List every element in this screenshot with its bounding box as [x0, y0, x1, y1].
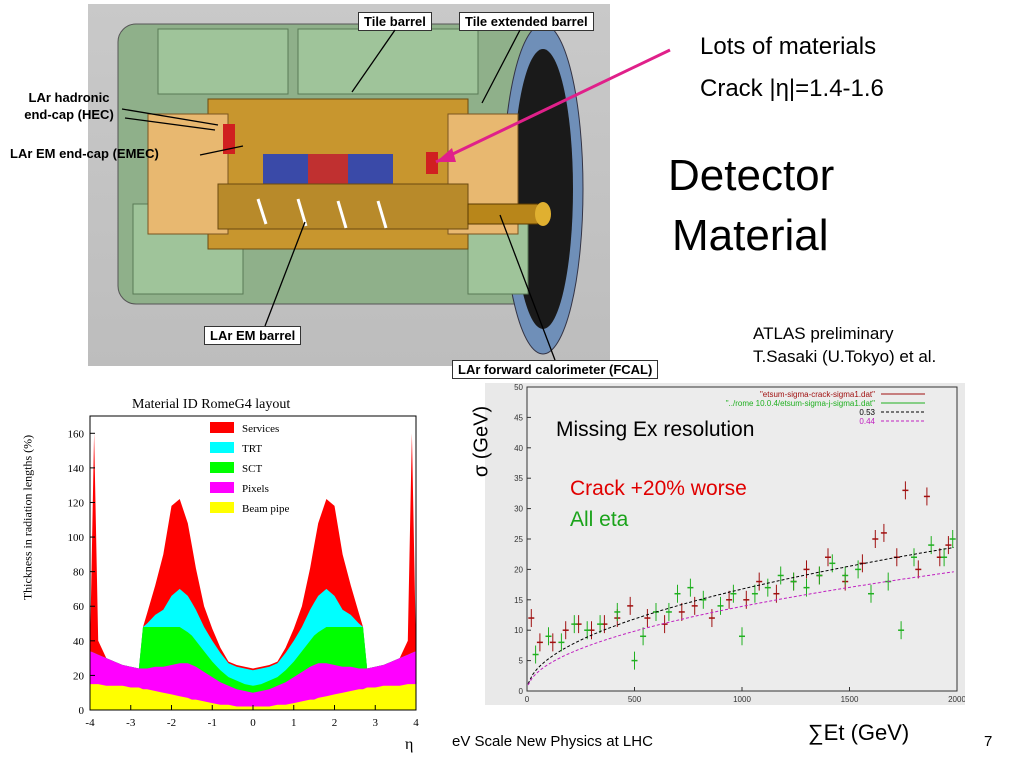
y-tick-label: 40 [514, 444, 523, 453]
annotation-crack: Crack +20% worse [570, 477, 747, 500]
material-chart: 0 20 40 60 80 100 120 140 160 -4 -3 -2 -1 0 1 2 3 4 Servic… [18, 392, 428, 748]
x-tick-label: -4 [85, 717, 95, 729]
annotation-all-eta: All eta [570, 508, 629, 531]
resolution-chart-xlabel: ∑Et (GeV) [808, 720, 910, 745]
y-tick-label: 25 [514, 535, 523, 544]
legend-label: Beam pipe [242, 503, 289, 515]
label-lar-hec-line2: end-cap (HEC) [24, 107, 114, 122]
y-tick-label: 100 [68, 532, 85, 544]
y-tick-label: 60 [73, 601, 85, 613]
resolution-chart-ylabel: σ (GeV) [470, 405, 493, 478]
credit-line1: ATLAS preliminary [753, 324, 894, 343]
fit-curve [527, 571, 954, 686]
top-note-line1: Lots of materials [700, 33, 877, 60]
legend-swatch [210, 422, 234, 433]
area-beam-pipe [90, 684, 416, 710]
legend-label: 0.53 [859, 408, 875, 417]
x-tick-label: -2 [167, 717, 176, 729]
y-tick-label: 50 [514, 383, 523, 392]
y-tick-label: 160 [68, 428, 85, 440]
page-number: 7 [984, 733, 993, 750]
label-lar-em-barrel: LAr EM barrel [204, 326, 302, 345]
legend-label: 0.44 [859, 417, 875, 426]
label-tile-barrel: Tile barrel [358, 12, 432, 31]
legend-swatch [210, 462, 234, 473]
top-note-line2: Crack |η|=1.4-1.6 [700, 75, 884, 102]
x-tick-label: 500 [628, 695, 642, 704]
y-tick-label: 5 [519, 657, 524, 666]
legend-label: "etsum-sigma-crack-sigma1.dat" [760, 390, 875, 399]
y-tick-label: 20 [514, 565, 523, 574]
resolution-chart-title: Missing Ex resolution [556, 418, 755, 441]
x-tick-label: -3 [126, 717, 136, 729]
material-chart-ylabel: Thickness in radiation lengths (%) [20, 434, 35, 601]
footer-text: eV Scale New Physics at LHC [452, 733, 653, 750]
material-chart-xlabel: η [405, 736, 414, 753]
label-lar-hec-line1: LAr hadronic [28, 90, 110, 105]
legend-swatch [210, 442, 234, 453]
slide-title-line1: Detector [668, 151, 835, 200]
y-tick-label: 40 [73, 636, 85, 648]
x-tick-label: 2000 [948, 695, 965, 704]
x-tick-label: 4 [413, 717, 419, 729]
y-tick-label: 140 [68, 463, 85, 475]
detector-illustration [88, 4, 610, 366]
y-tick-label: 120 [68, 497, 85, 509]
material-chart-svg: 0 20 40 60 80 100 120 140 160 -4 -3 -2 -1 0 1 2 3 4 Servic… [68, 415, 419, 729]
material-plot-frame [89, 415, 417, 711]
x-tick-label: -1 [208, 717, 217, 729]
y-tick-label: 10 [514, 626, 523, 635]
material-chart-title: Material ID RomeG4 layout [132, 397, 291, 412]
y-tick-label: 20 [73, 670, 85, 682]
legend-label: Pixels [242, 483, 269, 495]
legend-label: TRT [242, 443, 262, 455]
x-tick-label: 0 [525, 695, 530, 704]
resolution-chart: 0 5 10 15 20 25 30 35 40 45 50 0 500 1000 1500 2000 "ets… [485, 383, 966, 705]
x-tick-label: 1 [291, 717, 297, 729]
detector-cutaway-drawing [117, 23, 584, 355]
legend-swatch [210, 482, 234, 493]
legend-label: Services [242, 423, 279, 435]
x-tick-label: 0 [250, 717, 256, 729]
x-tick-label: 1000 [733, 695, 751, 704]
y-tick-label: 45 [514, 413, 523, 422]
legend-label: "../rome 10.0.4/etsum-sigma-j-sigma1.dat… [726, 399, 875, 408]
y-tick-label: 0 [79, 705, 85, 717]
legend-label: SCT [242, 463, 262, 475]
label-lar-fcal: LAr forward calorimeter (FCAL) [452, 360, 659, 379]
y-tick-label: 35 [514, 474, 523, 483]
slide-title-line2: Material [672, 211, 829, 260]
legend-swatch [210, 502, 234, 513]
y-tick-label: 0 [519, 687, 524, 696]
x-tick-label: 3 [373, 717, 379, 729]
y-tick-label: 30 [514, 505, 523, 514]
fit-curve [527, 546, 954, 685]
label-tile-extended-barrel: Tile extended barrel [459, 12, 594, 31]
label-lar-emec: LAr EM end-cap (EMEC) [10, 146, 159, 161]
x-tick-label: 2 [332, 717, 338, 729]
x-tick-label: 1500 [841, 695, 859, 704]
y-tick-label: 80 [73, 567, 85, 579]
y-tick-label: 15 [514, 596, 523, 605]
credit-line2: T.Sasaki (U.Tokyo) et al. [753, 347, 937, 366]
